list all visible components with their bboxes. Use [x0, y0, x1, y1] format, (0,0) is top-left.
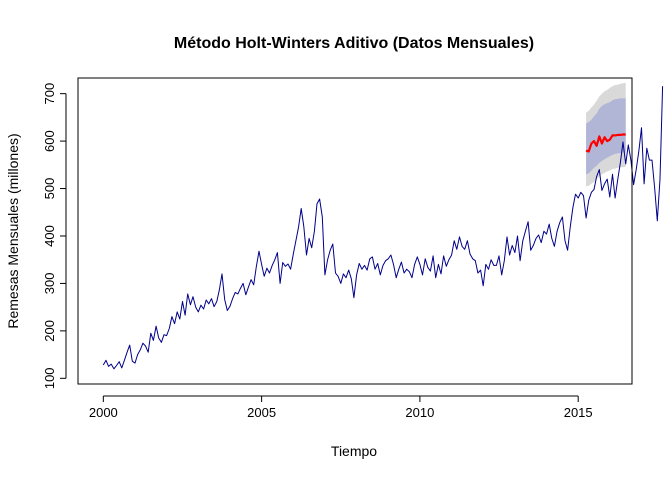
- band-80-area: [586, 98, 626, 175]
- y-tick-label: 300: [42, 273, 57, 295]
- y-tick-label: 700: [42, 83, 57, 105]
- forecast-series: [585, 133, 626, 153]
- y-tick-label: 100: [42, 367, 57, 389]
- x-tick-label: 2015: [564, 405, 593, 420]
- y-tick-label: 500: [42, 178, 57, 200]
- y-axis: 100 200 300 400 500 600 700: [42, 83, 67, 389]
- forecast-line: [585, 133, 626, 153]
- y-tick-label: 600: [42, 130, 57, 152]
- plot-frame: [77, 77, 633, 385]
- x-axis-label: Tiempo: [331, 443, 377, 459]
- band-80: [586, 98, 626, 175]
- x-tick-label: 2005: [247, 405, 276, 420]
- y-tick-label: 400: [42, 225, 57, 247]
- x-tick-label: 2000: [89, 405, 118, 420]
- observed-line: [102, 86, 664, 370]
- chart-title: Método Holt-Winters Aditivo (Datos Mensu…: [174, 35, 534, 52]
- y-tick-label: 200: [42, 320, 57, 342]
- x-axis: 2000 2005 2010 2015: [89, 395, 593, 420]
- x-tick-label: 2010: [405, 405, 434, 420]
- y-axis-label: Remesas Mensuales (millones): [5, 133, 21, 328]
- observed-series: [102, 86, 664, 370]
